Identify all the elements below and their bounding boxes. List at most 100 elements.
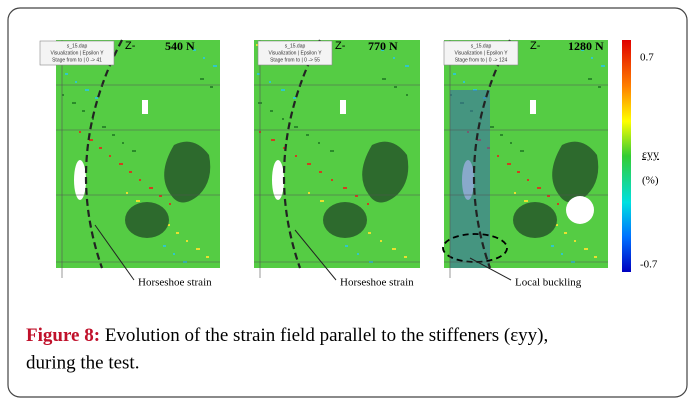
info-text: Stage from to | 0 -> 41 <box>52 57 102 63</box>
noise <box>206 256 209 258</box>
noise <box>598 86 601 88</box>
info-text: Visualization | Epsilon Y <box>268 50 322 56</box>
noise <box>159 195 162 197</box>
noise <box>510 142 512 144</box>
noise <box>527 179 529 181</box>
noise <box>294 126 298 128</box>
noise <box>380 240 382 242</box>
info-text: Visualization | Epsilon Y <box>454 50 508 56</box>
annotation-arrow <box>94 224 135 281</box>
noise <box>507 163 511 165</box>
noise <box>293 97 296 99</box>
colorbar <box>622 40 631 272</box>
caption-line: during the test. <box>26 352 139 373</box>
noise <box>318 142 320 144</box>
noise <box>210 86 213 88</box>
caption-line: Evolution of the strain field parallel t… <box>105 325 548 346</box>
noise <box>517 171 520 173</box>
noise <box>122 142 124 144</box>
dark-region <box>513 202 557 238</box>
noise <box>564 232 567 234</box>
colorbar-min: -0.7 <box>640 259 658 271</box>
noise <box>588 78 592 80</box>
noise <box>307 163 311 165</box>
dark-region <box>552 141 599 203</box>
noise <box>112 134 115 136</box>
axis-label: Z- <box>335 40 346 52</box>
noise <box>306 134 309 136</box>
noise <box>173 253 175 255</box>
noise <box>169 203 171 205</box>
caption: Figure 8: Evolution of the strain field … <box>26 325 548 346</box>
info-box <box>443 40 519 66</box>
noise <box>271 139 275 141</box>
dark-region <box>125 202 169 238</box>
noise <box>547 195 550 197</box>
noise <box>256 44 258 46</box>
noise <box>557 203 559 205</box>
noise <box>213 65 217 67</box>
noise <box>500 134 503 136</box>
noise <box>62 94 64 96</box>
colorbar-label: εyy <box>642 147 659 161</box>
noise <box>453 73 456 75</box>
noise <box>163 245 166 247</box>
hole <box>142 100 148 114</box>
noise <box>584 248 588 250</box>
axis-label: Z- <box>125 40 136 52</box>
axis-label: Z- <box>530 40 541 52</box>
damage-zone <box>450 90 490 268</box>
noise <box>574 240 576 242</box>
noise <box>381 49 384 51</box>
noise <box>594 256 597 258</box>
noise <box>520 150 524 152</box>
noise <box>193 49 196 51</box>
noise <box>308 192 310 194</box>
annotation: Horseshoe strain <box>138 277 212 289</box>
annotation: Local buckling <box>515 277 582 289</box>
dark-region <box>323 202 367 238</box>
noise <box>269 81 271 83</box>
noise <box>257 73 260 75</box>
noise <box>282 118 284 120</box>
noise <box>203 57 205 59</box>
info-text: s_15.dap <box>471 43 492 49</box>
noise <box>537 187 541 189</box>
noise <box>196 248 200 250</box>
noise <box>85 89 89 91</box>
force-label: 770 N <box>368 39 398 53</box>
noise <box>393 57 395 59</box>
noise <box>382 78 386 80</box>
hole <box>74 160 86 200</box>
noise <box>561 253 563 255</box>
buckling-marker <box>442 233 508 263</box>
noise <box>601 65 605 67</box>
noise <box>295 155 297 157</box>
noise <box>139 179 141 181</box>
noise <box>82 110 85 112</box>
noise <box>176 232 179 234</box>
noise <box>79 131 81 133</box>
noise <box>186 240 188 242</box>
noise <box>281 89 285 91</box>
hole <box>530 100 536 114</box>
noise <box>368 232 371 234</box>
noise <box>551 245 554 247</box>
noise <box>331 179 333 181</box>
noise <box>200 78 204 80</box>
noise <box>136 200 140 202</box>
noise <box>119 163 123 165</box>
noise <box>89 139 93 141</box>
noise <box>320 200 324 202</box>
info-text: s_15.dap <box>67 43 88 49</box>
noise <box>132 150 136 152</box>
noise <box>405 65 409 67</box>
noise <box>319 171 322 173</box>
noise <box>497 155 499 157</box>
dark-region <box>362 141 409 203</box>
noise <box>92 118 94 120</box>
noise <box>357 253 359 255</box>
noise <box>355 195 358 197</box>
noise <box>109 155 111 157</box>
